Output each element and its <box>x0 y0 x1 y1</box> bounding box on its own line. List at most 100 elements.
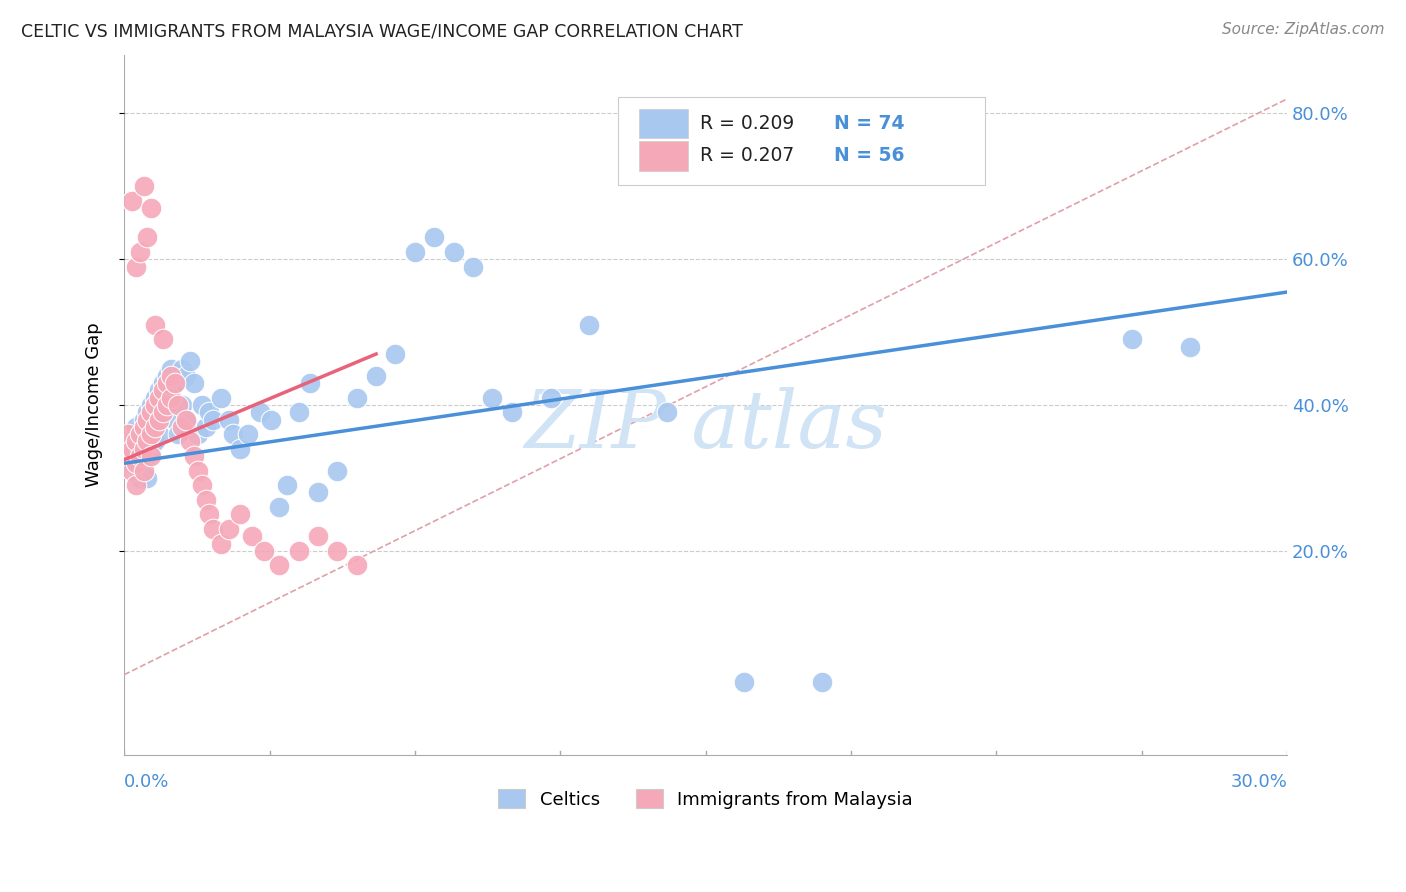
Point <box>121 194 143 208</box>
Point <box>143 412 166 426</box>
Point <box>326 543 349 558</box>
Point <box>179 354 201 368</box>
Point <box>128 244 150 259</box>
Point <box>148 384 170 398</box>
Text: N = 56: N = 56 <box>834 146 904 165</box>
Point <box>121 456 143 470</box>
Point <box>287 405 309 419</box>
Point <box>172 398 194 412</box>
Point <box>1121 333 1143 347</box>
Point <box>172 420 194 434</box>
Point <box>384 347 406 361</box>
Point <box>578 318 600 332</box>
Point <box>141 427 163 442</box>
Point <box>117 427 139 442</box>
Text: CELTIC VS IMMIGRANTS FROM MALAYSIA WAGE/INCOME GAP CORRELATION CHART: CELTIC VS IMMIGRANTS FROM MALAYSIA WAGE/… <box>21 22 742 40</box>
Point <box>141 449 163 463</box>
Legend: Celtics, Immigrants from Malaysia: Celtics, Immigrants from Malaysia <box>491 782 921 816</box>
Point <box>117 449 139 463</box>
Point <box>198 508 221 522</box>
Point <box>136 230 159 244</box>
Point <box>366 368 388 383</box>
Point <box>152 376 174 391</box>
Point <box>238 427 260 442</box>
Point <box>148 391 170 405</box>
Point <box>132 464 155 478</box>
Point <box>128 471 150 485</box>
Point <box>229 508 252 522</box>
Point <box>183 376 205 391</box>
Point <box>143 434 166 449</box>
Point <box>132 412 155 426</box>
Point <box>136 405 159 419</box>
Point <box>218 412 240 426</box>
Point <box>132 456 155 470</box>
Text: 30.0%: 30.0% <box>1230 773 1286 791</box>
Point <box>128 449 150 463</box>
Point <box>1178 340 1201 354</box>
Point <box>221 427 243 442</box>
Point <box>121 464 143 478</box>
Point <box>132 442 155 456</box>
Point <box>163 376 186 391</box>
Point <box>132 179 155 194</box>
Point <box>423 230 446 244</box>
Point <box>218 522 240 536</box>
Point <box>159 368 181 383</box>
Point <box>187 464 209 478</box>
Point <box>143 420 166 434</box>
Point <box>540 391 562 405</box>
Point <box>172 361 194 376</box>
Point <box>125 434 148 449</box>
Point <box>132 434 155 449</box>
Point <box>209 536 232 550</box>
Point <box>121 442 143 456</box>
Point <box>152 405 174 419</box>
Point <box>163 412 186 426</box>
Text: 0.0%: 0.0% <box>124 773 170 791</box>
Point <box>156 398 179 412</box>
Point <box>443 244 465 259</box>
Point <box>811 675 834 690</box>
Point <box>128 449 150 463</box>
Point <box>346 558 368 573</box>
Point <box>501 405 523 419</box>
Point <box>143 391 166 405</box>
Point <box>141 398 163 412</box>
Point <box>128 427 150 442</box>
Point <box>152 384 174 398</box>
Point <box>136 471 159 485</box>
Point <box>159 361 181 376</box>
Point <box>346 391 368 405</box>
Point <box>128 427 150 442</box>
Point <box>194 420 217 434</box>
Point <box>167 427 190 442</box>
Point <box>159 384 181 398</box>
Point <box>159 391 181 405</box>
Point <box>136 427 159 442</box>
Point <box>156 391 179 405</box>
Point <box>240 529 263 543</box>
Point <box>198 405 221 419</box>
Point <box>125 442 148 456</box>
Point <box>136 449 159 463</box>
Point <box>141 442 163 456</box>
Point <box>183 449 205 463</box>
Point <box>136 434 159 449</box>
Point <box>141 201 163 215</box>
Point <box>156 376 179 391</box>
Point <box>249 405 271 419</box>
Point <box>117 449 139 463</box>
Point <box>307 485 329 500</box>
Point <box>132 420 155 434</box>
Point <box>125 456 148 470</box>
Point <box>174 412 197 426</box>
Point <box>307 529 329 543</box>
Point <box>179 434 201 449</box>
Point <box>141 420 163 434</box>
Point <box>190 398 212 412</box>
Point <box>194 492 217 507</box>
FancyBboxPatch shape <box>619 97 984 185</box>
Point <box>202 522 225 536</box>
Point <box>125 420 148 434</box>
